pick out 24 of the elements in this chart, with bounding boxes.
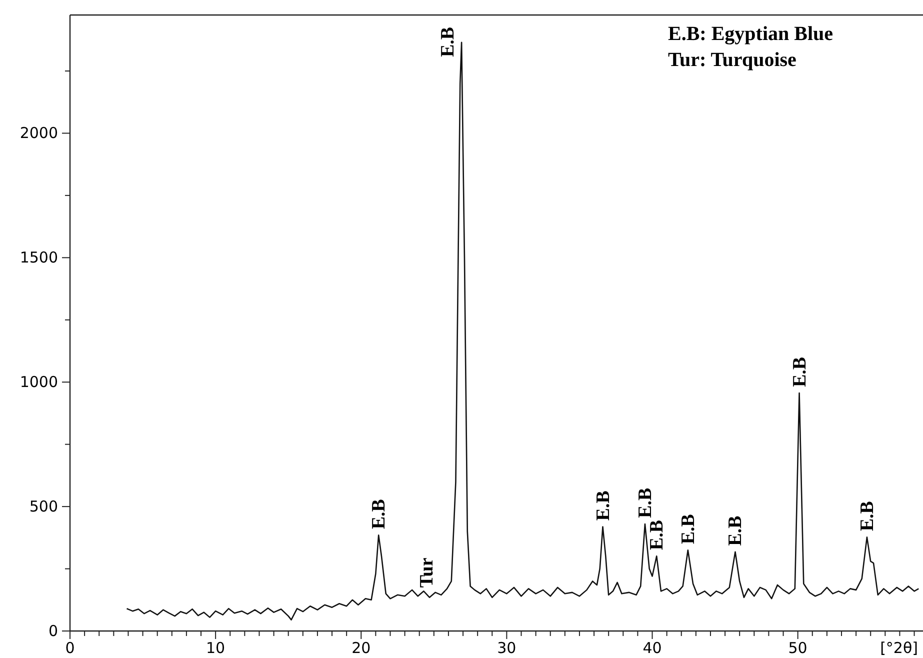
annotation: E.B [678, 514, 699, 544]
annotation: E.B [789, 356, 810, 388]
annotation: Tur [416, 557, 438, 588]
annotation: E.B [725, 515, 746, 546]
x-tick-label: 30 [497, 639, 516, 657]
y-tick-label: 1500 [20, 248, 58, 267]
y-tick-label: 2000 [20, 124, 58, 142]
y-tick-label: 500 [29, 498, 58, 516]
annotation: E.B [646, 520, 668, 550]
annotation: E.B [592, 490, 614, 521]
annotation: Tur: Turquoise [668, 49, 797, 71]
annotation: E.B [438, 26, 459, 57]
x-tick-label: 50 [788, 639, 808, 657]
y-tick-label: 1000 [20, 373, 58, 392]
x-axis-title: [°2θ] [880, 639, 918, 657]
annotation: E.B: Egyptian Blue [668, 23, 834, 45]
x-tick-label: 40 [642, 639, 662, 657]
x-tick-label: 20 [352, 639, 371, 657]
annotation: E.B [368, 498, 390, 530]
x-tick-label: 10 [206, 639, 226, 657]
x-tick-label: 0 [65, 639, 75, 657]
annotation: E.B [856, 500, 878, 532]
annotation: E.B [634, 488, 656, 518]
y-tick-label: 0 [48, 622, 58, 640]
